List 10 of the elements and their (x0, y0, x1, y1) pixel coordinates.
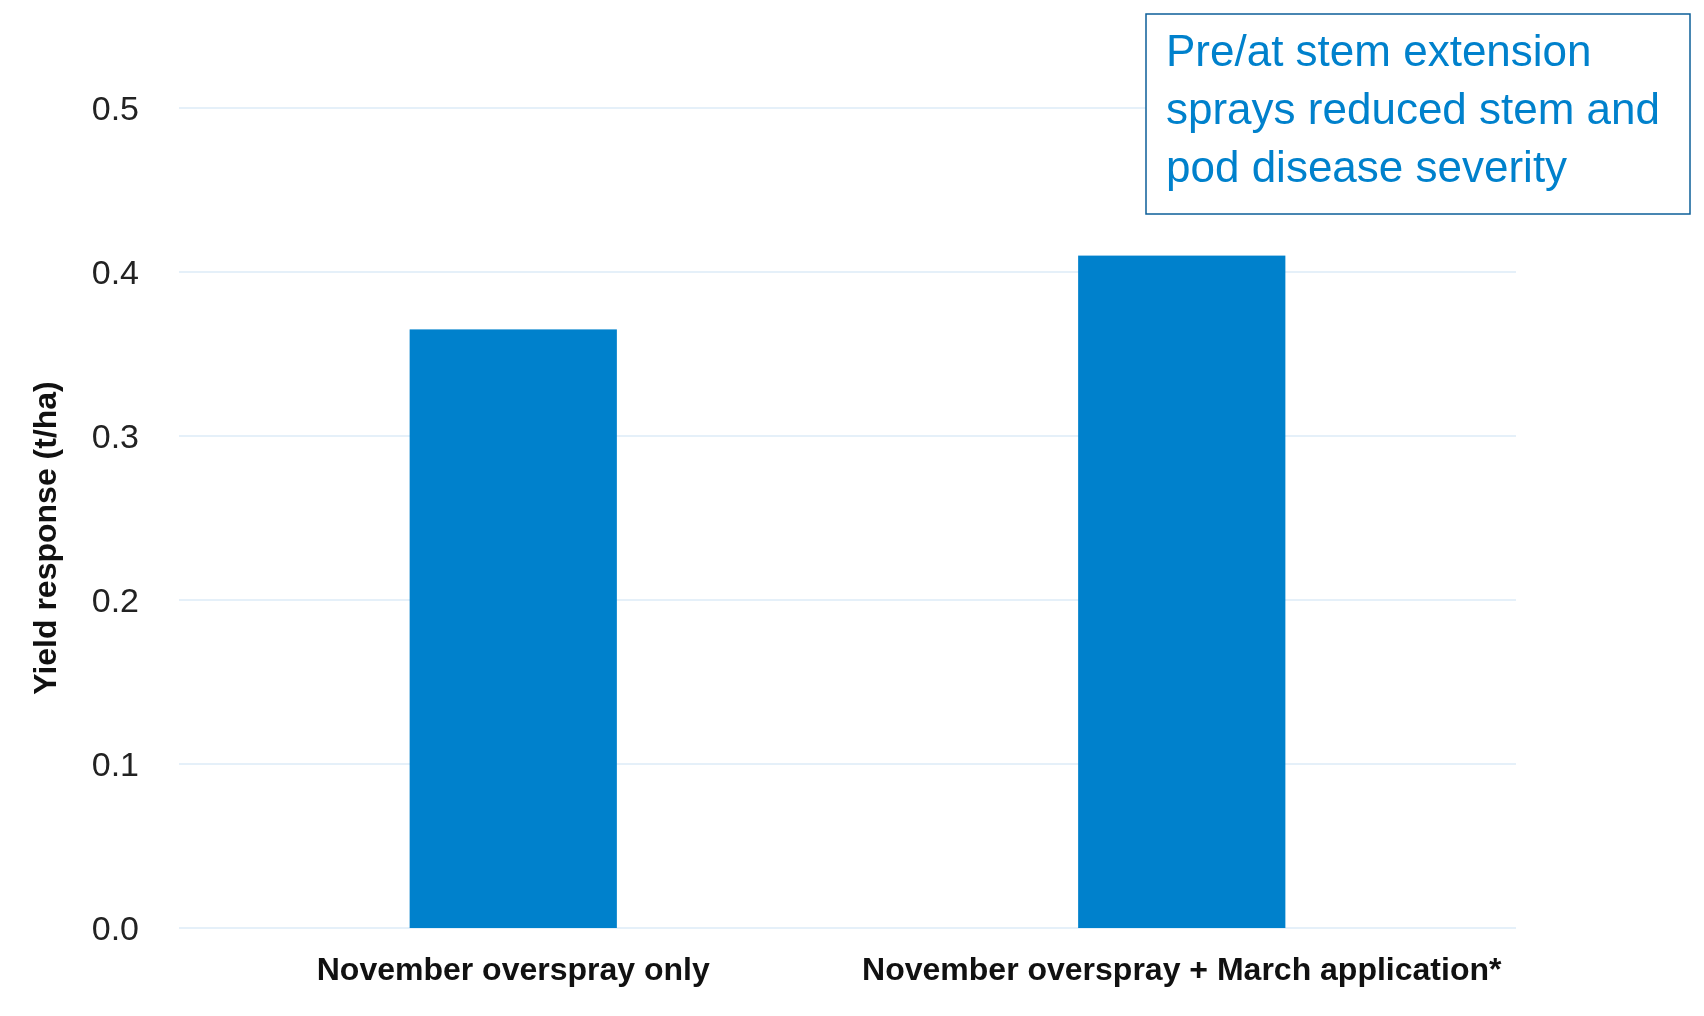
y-tick-label: 0.3 (91, 416, 139, 455)
x-tick-label: November overspray only (316, 951, 710, 987)
y-tick-label: 0.0 (91, 908, 139, 947)
x-tick-label: November overspray + March application* (862, 951, 1502, 987)
y-tick-label: 0.5 (91, 88, 139, 127)
annotation: Pre/at stem extension sprays reduced stem and pod disease severity (1166, 26, 1661, 191)
y-tick-label: 0.2 (91, 580, 139, 619)
y-tick-label: 0.1 (91, 744, 139, 783)
y-axis-title: Yield response (t/ha) (27, 381, 63, 695)
y-tick-label: 0.4 (91, 252, 139, 291)
